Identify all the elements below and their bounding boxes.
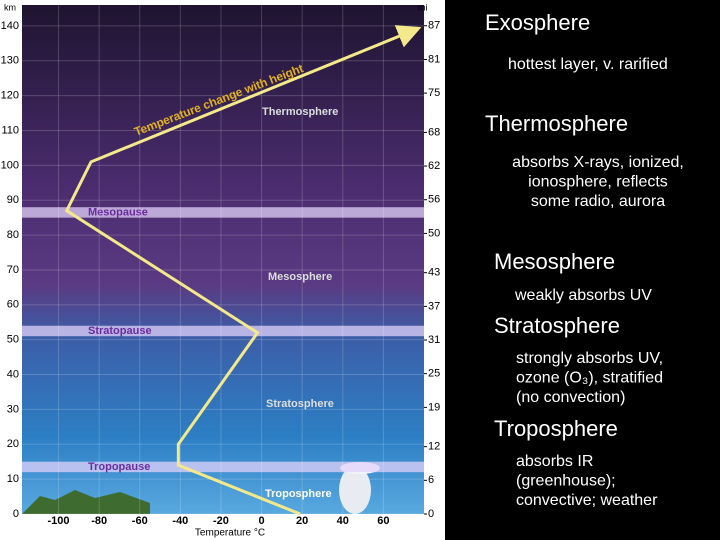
y-tick-label: 130 xyxy=(1,55,19,67)
y2-tick-label: 19 xyxy=(428,401,440,413)
x-tick-label: -20 xyxy=(213,515,229,527)
note-heading: Mesosphere xyxy=(494,249,615,274)
y-tick-label: 50 xyxy=(7,334,19,346)
x-tick-label: 60 xyxy=(377,515,389,527)
y-tick-label: 0 xyxy=(13,508,19,520)
layer-label: Stratosphere xyxy=(266,398,334,410)
temperature-line xyxy=(64,25,422,516)
y-tick-label: 30 xyxy=(7,403,19,415)
y2-tick-label: 50 xyxy=(428,227,440,239)
y2-tick-label: 25 xyxy=(428,368,440,380)
pause-label: Mesopause xyxy=(88,206,148,218)
x-axis-title: Temperature °C xyxy=(195,528,265,539)
note-heading: Exosphere xyxy=(485,10,590,35)
x-tick-label: -80 xyxy=(91,515,107,527)
y2-tick-label: 81 xyxy=(428,53,440,65)
note-text: absorbs X-rays, ionized, xyxy=(512,154,684,171)
pause-label: Stratopause xyxy=(88,325,152,337)
y2-tick-label: 31 xyxy=(428,334,440,346)
x-tick-label: -100 xyxy=(48,515,70,527)
note-text: absorbs IR xyxy=(516,453,593,470)
note-text: some radio, aurora xyxy=(531,193,665,210)
y2-tick-label: 12 xyxy=(428,441,440,453)
note-text: hottest layer, v. rarified xyxy=(508,56,668,73)
note-text: weakly absorbs UV xyxy=(514,287,652,304)
x-tick-label: -40 xyxy=(172,515,188,527)
x-tick-label: 0 xyxy=(259,515,265,527)
mountains xyxy=(22,490,150,514)
y-tick-label: 10 xyxy=(7,473,19,485)
layer-label: Mesosphere xyxy=(268,271,332,283)
y2-tick-label: 43 xyxy=(428,267,440,279)
y2-tick-label: 68 xyxy=(428,126,440,138)
y2-axis-title: mi xyxy=(418,2,428,12)
layer-label: Troposphere xyxy=(265,488,332,500)
y2-tick-label: 75 xyxy=(428,87,440,99)
y-tick-label: 60 xyxy=(7,299,19,311)
pause-band xyxy=(22,207,424,218)
note-heading: Thermosphere xyxy=(485,111,628,136)
note-text: (no convection) xyxy=(516,389,625,406)
y2-tick-label: 6 xyxy=(428,474,434,486)
x-tick-label: 20 xyxy=(296,515,308,527)
y-tick-label: 100 xyxy=(1,159,19,171)
y-tick-label: 40 xyxy=(7,368,19,380)
y2-tick-label: 87 xyxy=(428,20,440,32)
y-tick-label: 20 xyxy=(7,438,19,450)
pause-band xyxy=(22,461,424,473)
x-tick-label: 40 xyxy=(337,515,349,527)
y2-tick-label: 37 xyxy=(428,300,440,312)
pause-band xyxy=(22,325,424,337)
y2-tick-label: 62 xyxy=(428,160,440,172)
pause-label: Tropopause xyxy=(88,461,150,473)
note-heading: Stratosphere xyxy=(494,313,620,338)
note-text: ionosphere, reflects xyxy=(528,174,668,191)
y-tick-label: 110 xyxy=(1,124,19,136)
y-axis-title: km xyxy=(4,2,16,12)
plot-area xyxy=(22,5,424,514)
note-text: (greenhouse); xyxy=(516,473,616,490)
y-tick-label: 70 xyxy=(7,264,19,276)
y-tick-label: 140 xyxy=(1,20,19,32)
y-tick-label: 80 xyxy=(7,229,19,241)
note-heading: Troposphere xyxy=(494,416,618,441)
cloud xyxy=(339,466,371,514)
layer-label: Thermosphere xyxy=(262,106,338,118)
note-text: strongly absorbs UV, xyxy=(516,350,663,367)
y2-tick-label: 56 xyxy=(428,194,440,206)
y-tick-label: 120 xyxy=(1,90,19,102)
x-tick-label: -60 xyxy=(132,515,148,527)
note-text: ozone (O₃), stratified xyxy=(516,370,663,387)
note-text: convective; weather xyxy=(516,492,658,509)
y2-tick-label: 0 xyxy=(428,508,434,520)
y-tick-label: 90 xyxy=(7,194,19,206)
